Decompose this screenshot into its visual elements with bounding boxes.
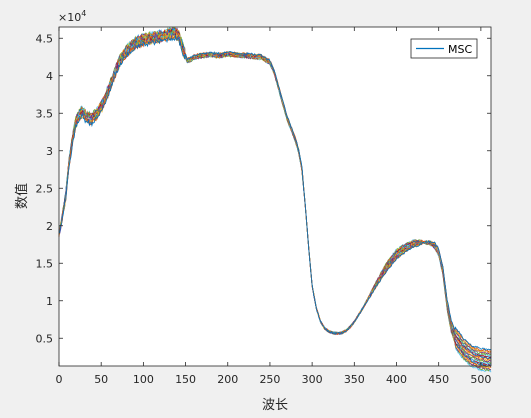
x-tick-label: 350 <box>344 373 365 386</box>
legend-entry-msc: MSC <box>448 43 472 56</box>
y-tick-label: 2.5 <box>36 182 54 195</box>
plot-lines <box>58 26 492 373</box>
series-line <box>58 35 492 352</box>
y-multiplier-label: ×104 <box>58 9 86 24</box>
x-tick-label: 100 <box>133 373 154 386</box>
y-tick-label: 4 <box>46 70 53 83</box>
y-ticks: 0.5 1 1.5 2 2.5 3 3.5 4 4.5 <box>36 32 491 345</box>
axes-box <box>58 26 492 367</box>
x-axis-label: 波长 <box>262 398 288 413</box>
x-tick-label: 50 <box>94 373 108 386</box>
x-ticks: 0 50 100 150 200 250 300 350 400 450 500 <box>56 27 491 386</box>
y-tick-label: 3 <box>46 145 53 158</box>
y-tick-label: 0.5 <box>36 332 54 345</box>
y-tick-label: 3.5 <box>36 107 54 120</box>
x-tick-label: 0 <box>56 373 63 386</box>
x-tick-label: 150 <box>175 373 196 386</box>
y-axis-label: 数值 <box>14 183 30 209</box>
x-tick-label: 400 <box>386 373 407 386</box>
y-tick-label: 1.5 <box>36 257 54 270</box>
y-multiplier-exponent: 4 <box>81 9 86 18</box>
y-tick-label: 1 <box>46 295 53 308</box>
x-tick-label: 500 <box>470 373 491 386</box>
x-tick-label: 300 <box>302 373 323 386</box>
axes-background <box>59 27 491 366</box>
x-tick-label: 200 <box>217 373 238 386</box>
y-tick-label: 4.5 <box>36 32 54 45</box>
legend: MSC <box>410 38 478 59</box>
x-tick-label: 250 <box>259 373 280 386</box>
x-tick-label: 450 <box>428 373 449 386</box>
y-tick-label: 2 <box>46 220 53 233</box>
